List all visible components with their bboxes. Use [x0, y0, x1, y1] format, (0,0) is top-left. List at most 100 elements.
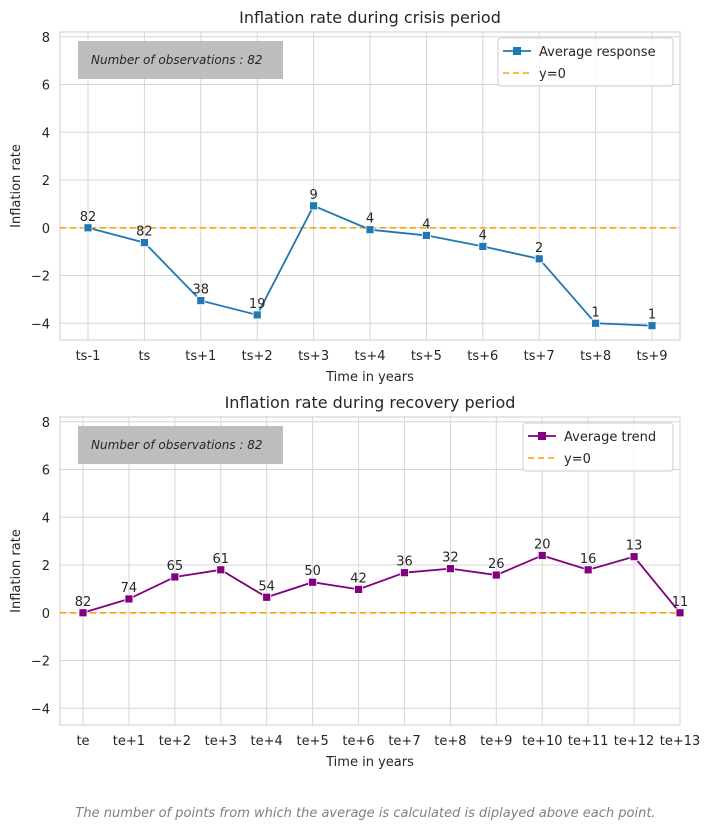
y-tick-label: 4	[42, 126, 50, 141]
y-tick-label: 2	[42, 174, 50, 189]
y-tick-label: 2	[42, 559, 50, 574]
data-label: 4	[479, 228, 487, 243]
x-tick-label: te+4	[251, 734, 283, 749]
chart-title: Inflation rate during recovery period	[225, 393, 516, 412]
data-label: 36	[396, 555, 413, 570]
chart-panel-1: −4 −2 0 2 4 6 8 ts-1 ts ts+1 ts+2 ts+3 ts+4 ts+5 ts+6 t…	[9, 8, 681, 385]
x-axis-label: Time in years	[325, 370, 414, 385]
x-tick-label: te+2	[159, 734, 191, 749]
data-point	[308, 577, 318, 587]
chart-title: Inflation rate during crisis period	[239, 8, 501, 27]
legend-reference-label: y=0	[539, 67, 566, 82]
data-point	[534, 254, 544, 264]
x-axis-label: Time in years	[325, 755, 414, 770]
legend-series-label: Average response	[539, 45, 656, 60]
data-label: 82	[136, 225, 153, 240]
x-tick-label: ts	[138, 349, 150, 364]
data-point	[400, 568, 409, 578]
data-label: 61	[212, 552, 229, 567]
data-point	[216, 565, 226, 575]
y-tick-label: 8	[42, 416, 50, 431]
x-tick-label: ts+2	[242, 349, 273, 364]
data-label: 4	[422, 217, 430, 232]
data-point	[537, 551, 547, 560]
y-tick-label: −2	[31, 270, 50, 285]
data-label: 1	[591, 305, 599, 320]
x-tick-label: te+7	[388, 734, 420, 749]
x-tick-label: ts+8	[580, 349, 611, 364]
y-tick-label: −2	[31, 655, 50, 670]
y-tick-label: 6	[42, 464, 50, 479]
x-tick-label: te+5	[296, 734, 328, 749]
data-point	[354, 584, 363, 594]
data-label: 19	[249, 297, 266, 312]
data-point	[124, 594, 134, 604]
data-label: 82	[75, 595, 92, 610]
x-tick-label: ts+5	[411, 349, 442, 364]
data-point	[591, 318, 600, 328]
legend-series-label: Average trend	[564, 430, 656, 445]
x-tick-label: ts+7	[524, 349, 555, 364]
data-label: 65	[167, 559, 184, 574]
y-axis-label: Inflation rate	[9, 144, 24, 228]
data-point	[583, 565, 593, 575]
legend-box	[522, 422, 674, 472]
footnote: The number of points from which the aver…	[75, 806, 656, 821]
data-label: 82	[80, 210, 97, 225]
data-point	[365, 225, 375, 235]
data-point	[170, 572, 180, 582]
legend-box	[497, 37, 674, 87]
data-label: 20	[534, 537, 551, 552]
data-label: 16	[580, 552, 597, 567]
data-label: 1	[648, 308, 656, 323]
data-label: 32	[442, 551, 459, 566]
data-label: 74	[121, 581, 138, 596]
data-label: 50	[304, 564, 321, 579]
x-tick-label: te+6	[342, 734, 374, 749]
annotation-box	[78, 41, 283, 79]
data-label: 42	[350, 571, 367, 586]
x-tick-label: te+13	[660, 734, 701, 749]
x-tick-label: te+10	[522, 734, 563, 749]
legend-reference-label: y=0	[564, 452, 591, 467]
data-point	[445, 564, 455, 574]
x-tick-label: te+11	[568, 734, 609, 749]
data-point	[675, 608, 685, 618]
x-tick-label: ts+9	[636, 349, 667, 364]
legend-series-marker	[538, 432, 546, 440]
data-point	[647, 321, 657, 331]
series-line	[82, 554, 681, 614]
x-tick-label: ts-1	[76, 349, 101, 364]
x-tick-label: ts+6	[467, 349, 498, 364]
data-label: 11	[672, 595, 689, 610]
data-point	[196, 296, 206, 306]
data-label: 2	[535, 241, 543, 256]
data-point	[262, 592, 272, 602]
data-label: 9	[309, 188, 317, 203]
x-tick-label: ts+1	[185, 349, 216, 364]
x-tick-label: ts+4	[354, 349, 385, 364]
y-tick-label: −4	[31, 317, 50, 332]
data-point	[78, 608, 88, 618]
annotation-text: Number of observations : 82	[91, 438, 263, 452]
y-tick-label: 8	[42, 31, 50, 46]
x-tick-label: te	[76, 734, 89, 749]
chart-panel-2: −4 −2 0 2 4 6 8 te te+1 te+2 te+3 te+4 te+5 te+6 te+7 t…	[9, 393, 700, 770]
data-point	[139, 238, 149, 247]
y-axis-label: Inflation rate	[9, 529, 24, 613]
annotation-text: Number of observations : 82	[91, 53, 263, 67]
y-tick-label: −4	[31, 702, 50, 717]
x-tick-label: te+8	[434, 734, 466, 749]
x-tick-label: te+9	[480, 734, 512, 749]
data-label: 4	[366, 212, 374, 227]
data-label: 26	[488, 557, 505, 572]
data-point	[252, 310, 262, 320]
legend-series-marker	[513, 47, 521, 55]
data-point	[491, 570, 501, 580]
annotation-box	[78, 426, 283, 464]
x-tick-label: te+1	[113, 734, 145, 749]
y-tick-label: 6	[42, 79, 50, 94]
data-point	[83, 223, 93, 233]
data-point	[478, 242, 488, 251]
figure: −4 −2 0 2 4 6 8 ts-1 ts ts+1 ts+2 ts+3 ts+4 ts+5 ts+6 t…	[9, 8, 700, 770]
